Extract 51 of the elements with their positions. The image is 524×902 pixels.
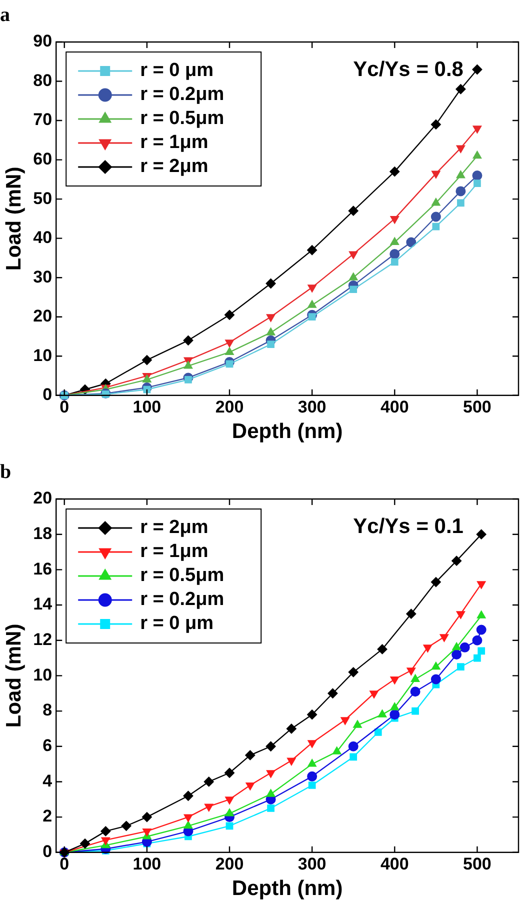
y-tick-label: 18	[33, 524, 52, 544]
y-tick-label: 50	[33, 188, 52, 208]
y-tick-label: 10	[33, 346, 52, 365]
x-tick-label: 400	[380, 854, 409, 874]
x-tick-label: 0	[60, 397, 70, 416]
annotation: Yc/Ys = 0.8	[353, 58, 464, 81]
legend-label: r = 0 μm	[140, 60, 214, 82]
x-tick-label: 100	[132, 397, 162, 416]
y-tick-label: 8	[42, 700, 52, 720]
y-tick-label: 40	[33, 228, 52, 248]
y-tick-label: 0	[42, 842, 52, 862]
x-axis-title: Depth (nm)	[232, 877, 343, 900]
chart-title: a	[0, 4, 10, 26]
y-tick-label: 30	[33, 267, 52, 286]
y-tick-label: 0	[42, 385, 52, 404]
x-tick-label: 100	[132, 854, 162, 874]
y-tick-label: 80	[33, 70, 52, 90]
legend-label: r = 0.2μm	[140, 84, 224, 106]
x-tick-label: 300	[298, 397, 326, 416]
legend-label: r = 0.5μm	[140, 565, 224, 586]
x-tick-label: 200	[215, 397, 244, 416]
y-tick-label: 20	[33, 488, 52, 508]
y-tick-label: 10	[33, 665, 52, 684]
x-tick-label: 200	[215, 854, 244, 874]
legend-label: r = 0.2μm	[140, 589, 224, 610]
y-tick-label: 6	[42, 736, 52, 756]
x-tick-label: 300	[298, 854, 326, 874]
y-tick-label: 70	[33, 110, 52, 130]
y-tick-label: 4	[42, 771, 53, 790]
y-tick-label: 16	[33, 559, 52, 578]
x-tick-label: 0	[60, 854, 70, 874]
legend-label: r = 1μm	[140, 132, 208, 154]
y-tick-label: 12	[33, 630, 52, 650]
legend-label: r = 2μm	[140, 517, 208, 538]
legend-label: r = 1μm	[140, 541, 208, 562]
annotation: Yc/Ys = 0.1	[353, 514, 464, 538]
legend-label: r = 2μm	[140, 156, 208, 178]
legend-label: r = 0.5μm	[140, 108, 224, 130]
y-axis-title: Load (mN)	[2, 624, 26, 728]
x-tick-label: 500	[463, 397, 492, 416]
y-tick-label: 20	[33, 306, 52, 326]
legend-label: r = 0 μm	[140, 613, 214, 634]
x-axis-title: Depth (nm)	[232, 420, 343, 444]
y-tick-label: 90	[33, 32, 52, 51]
y-tick-label: 14	[33, 594, 53, 614]
y-tick-label: 2	[42, 806, 52, 826]
x-tick-label: 400	[380, 397, 409, 416]
y-axis-title: Load (mN)	[2, 166, 26, 271]
chart-title: b	[0, 461, 12, 484]
y-tick-label: 60	[33, 149, 52, 168]
x-tick-label: 500	[463, 854, 492, 874]
